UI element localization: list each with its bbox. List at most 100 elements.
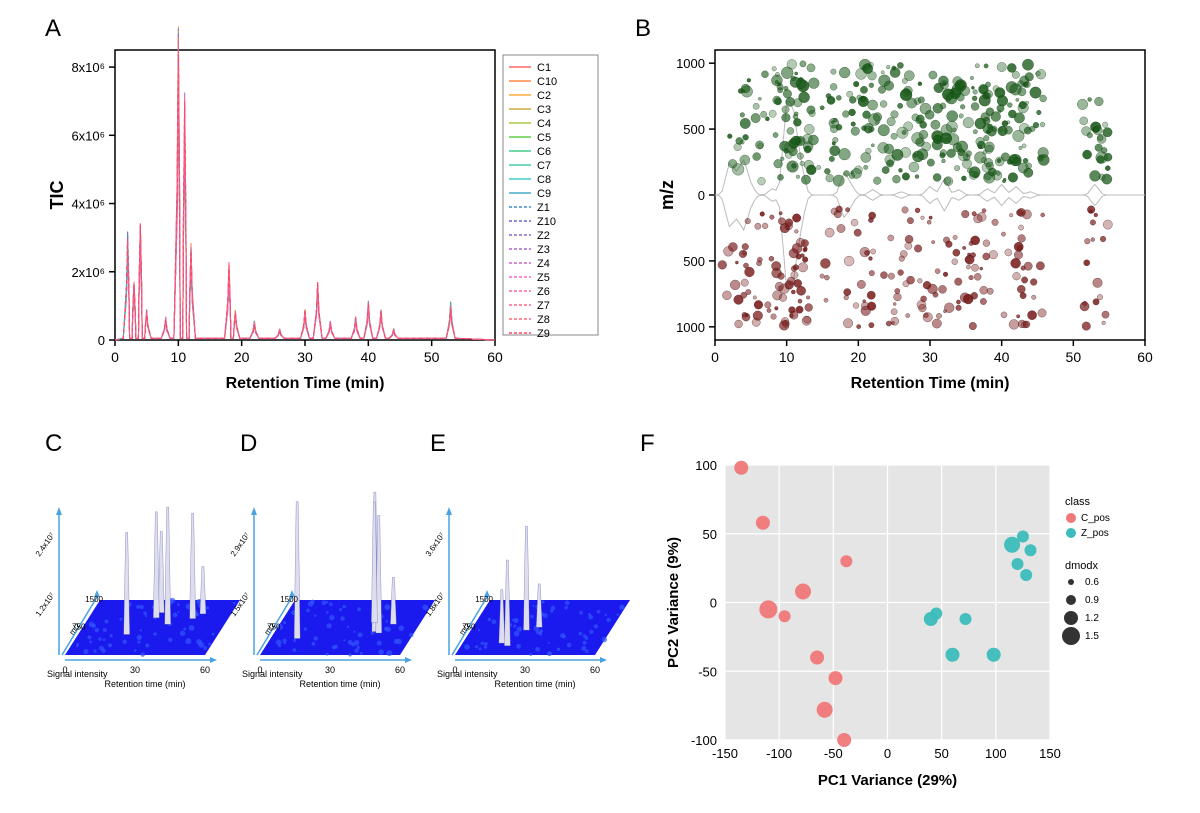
svg-text:0: 0 <box>698 188 705 203</box>
svg-text:Z9: Z9 <box>537 328 550 340</box>
svg-text:Z4: Z4 <box>537 258 550 270</box>
panel-A-label: A <box>45 15 61 43</box>
svg-text:C4: C4 <box>537 118 551 130</box>
panel-B-chart: 0 10 20 30 40 50 60 1000 500 0 500 1000 Retention Ti… <box>655 40 1155 400</box>
svg-text:10: 10 <box>779 349 795 365</box>
panel-F-label: F <box>640 430 655 458</box>
svg-text:1.8x10⁷: 1.8x10⁷ <box>424 591 447 618</box>
svg-text:Z_pos: Z_pos <box>1081 528 1109 539</box>
svg-text:0: 0 <box>711 349 719 365</box>
svg-text:-50: -50 <box>824 746 843 761</box>
svg-text:20: 20 <box>234 349 250 365</box>
svg-text:0: 0 <box>111 349 119 365</box>
svg-text:-150: -150 <box>712 746 738 761</box>
mz-scatter-chart: 0 10 20 30 40 50 60 1000 500 0 500 1000 Retention Ti… <box>655 40 1155 400</box>
svg-text:30: 30 <box>922 349 938 365</box>
svg-text:2.9x10⁷: 2.9x10⁷ <box>229 531 252 558</box>
svg-text:100: 100 <box>985 746 1007 761</box>
surface-3d-D: 03060Retention time (min)7501500m/z1.5x1… <box>225 460 425 710</box>
svg-text:dmodx: dmodx <box>1065 560 1099 572</box>
svg-text:30: 30 <box>297 349 313 365</box>
svg-text:50: 50 <box>934 746 948 761</box>
svg-text:1000: 1000 <box>676 56 705 71</box>
pca-scatter-chart: -150-100-50050100150-100-50050100PC1 Var… <box>660 455 1180 795</box>
svg-text:C8: C8 <box>537 174 551 186</box>
svg-text:1.2: 1.2 <box>1085 613 1099 624</box>
svg-text:Z8: Z8 <box>537 314 550 326</box>
svg-text:40: 40 <box>361 349 377 365</box>
svg-text:60: 60 <box>590 665 600 675</box>
svg-text:C_pos: C_pos <box>1081 513 1110 524</box>
svg-text:500: 500 <box>683 254 705 269</box>
panel-D-label: D <box>240 430 257 458</box>
svg-text:-100: -100 <box>766 746 792 761</box>
svg-text:20: 20 <box>851 349 867 365</box>
svg-text:Retention Time (min): Retention Time (min) <box>851 375 1010 392</box>
tic-line-chart: 010203040506002x10⁶4x10⁶6x10⁶8x10⁶Retent… <box>45 40 605 400</box>
surface-3d-C: 03060Retention time (min)7501500m/z1.2x1… <box>30 460 230 710</box>
svg-text:1.2x10⁷: 1.2x10⁷ <box>34 591 57 618</box>
svg-text:1.5x10⁷: 1.5x10⁷ <box>229 591 252 618</box>
panel-E-label: E <box>430 430 446 458</box>
svg-text:50: 50 <box>424 349 440 365</box>
svg-text:30: 30 <box>520 665 530 675</box>
panel-F-chart: -150-100-50050100150-100-50050100PC1 Var… <box>660 455 1180 795</box>
svg-text:0.9: 0.9 <box>1085 595 1099 606</box>
svg-text:60: 60 <box>200 665 210 675</box>
svg-text:Z1: Z1 <box>537 202 550 214</box>
svg-text:2x10⁶: 2x10⁶ <box>71 265 105 280</box>
panel-A-chart: 010203040506002x10⁶4x10⁶6x10⁶8x10⁶Retent… <box>45 40 605 400</box>
svg-text:-100: -100 <box>691 733 717 748</box>
svg-text:Signal intensity: Signal intensity <box>437 669 498 679</box>
svg-text:60: 60 <box>1137 349 1153 365</box>
svg-text:500: 500 <box>683 122 705 137</box>
svg-text:0: 0 <box>98 333 105 348</box>
svg-text:Retention time (min): Retention time (min) <box>104 679 185 689</box>
svg-text:30: 30 <box>130 665 140 675</box>
panel-C-label: C <box>45 430 62 458</box>
svg-text:50: 50 <box>1066 349 1082 365</box>
svg-text:Z7: Z7 <box>537 300 550 312</box>
panel-B-label: B <box>635 15 651 43</box>
svg-text:1500: 1500 <box>85 595 103 604</box>
svg-text:C3: C3 <box>537 104 551 116</box>
svg-text:Signal intensity: Signal intensity <box>242 669 303 679</box>
svg-text:Retention time (min): Retention time (min) <box>494 679 575 689</box>
svg-text:40: 40 <box>994 349 1010 365</box>
svg-text:C9: C9 <box>537 188 551 200</box>
svg-text:0.6: 0.6 <box>1085 577 1099 588</box>
svg-text:m/z: m/z <box>657 180 677 210</box>
svg-text:1500: 1500 <box>280 595 298 604</box>
svg-text:0: 0 <box>884 746 891 761</box>
panel-C-chart: 03060Retention time (min)7501500m/z1.2x1… <box>30 460 230 710</box>
svg-text:C5: C5 <box>537 132 551 144</box>
svg-text:Z2: Z2 <box>537 230 550 242</box>
svg-text:Z6: Z6 <box>537 286 550 298</box>
svg-text:100: 100 <box>695 458 717 473</box>
svg-text:60: 60 <box>395 665 405 675</box>
svg-text:Signal intensity: Signal intensity <box>47 669 108 679</box>
svg-text:Retention Time (min): Retention Time (min) <box>226 375 385 392</box>
svg-text:C2: C2 <box>537 90 551 102</box>
svg-text:30: 30 <box>325 665 335 675</box>
svg-text:Z3: Z3 <box>537 244 550 256</box>
svg-text:C7: C7 <box>537 160 551 172</box>
svg-text:0: 0 <box>710 596 717 611</box>
svg-text:10: 10 <box>171 349 187 365</box>
svg-text:Z10: Z10 <box>537 216 556 228</box>
svg-text:C6: C6 <box>537 146 551 158</box>
surface-3d-E: 03060Retention time (min)7501500m/z1.8x1… <box>420 460 620 710</box>
svg-text:1500: 1500 <box>475 595 493 604</box>
svg-text:150: 150 <box>1039 746 1061 761</box>
svg-text:1000: 1000 <box>676 320 705 335</box>
svg-text:C10: C10 <box>537 76 557 88</box>
svg-text:C1: C1 <box>537 62 551 74</box>
svg-text:6x10⁶: 6x10⁶ <box>71 128 105 143</box>
svg-text:50: 50 <box>703 527 717 542</box>
svg-text:-50: -50 <box>698 664 717 679</box>
svg-text:3.6x10⁷: 3.6x10⁷ <box>424 531 447 558</box>
panel-D-chart: 03060Retention time (min)7501500m/z1.5x1… <box>225 460 425 710</box>
svg-text:60: 60 <box>487 349 503 365</box>
svg-text:4x10⁶: 4x10⁶ <box>71 197 105 212</box>
svg-text:Retention time (min): Retention time (min) <box>299 679 380 689</box>
